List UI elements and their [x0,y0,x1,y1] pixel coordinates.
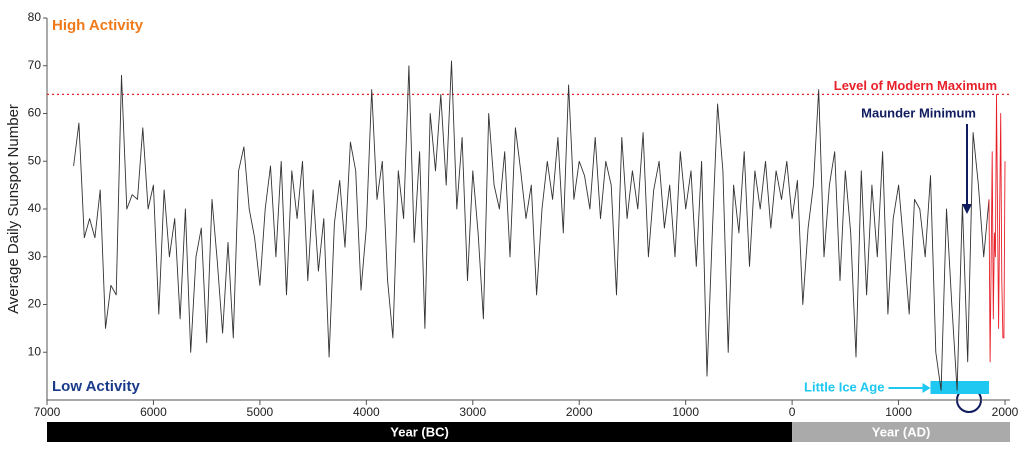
y-tick-label: 20 [28,297,42,311]
x-tick-label: 2000 [992,405,1019,419]
y-tick-label: 10 [28,344,42,358]
era-band [47,422,793,442]
x-tick-label: 4000 [353,405,380,419]
series-line [988,93,1006,363]
x-tick-label: 0 [789,405,796,419]
y-tick-label: 30 [28,249,42,263]
x-tick-label: 6000 [140,405,167,419]
y-tick-label: 60 [28,106,42,120]
y-tick-label: 50 [28,153,42,167]
y-tick-label: 70 [28,58,42,72]
era-band [792,422,1010,442]
little-ice-age-arrowhead [922,383,931,393]
y-tick-label: 80 [28,10,42,24]
maunder-label: Maunder Minimum [861,105,976,120]
y-axis-label: Average Daily Sunspot Number [5,104,22,314]
x-tick-label: 3000 [459,405,486,419]
x-tick-label: 1000 [672,405,699,419]
x-tick-label: 5000 [247,405,274,419]
low-activity: Low Activity [52,378,140,395]
little-ice-age-label: Little Ice Age [804,379,884,394]
x-tick-label: 2000 [566,405,593,419]
x-tick-label: 7000 [34,405,61,419]
era-label: Year (AD) [872,424,931,439]
little-ice-age-bar [930,381,990,394]
series-line [73,60,990,391]
y-tick-label: 40 [28,201,42,215]
x-tick-label: 1000 [885,405,912,419]
high-activity: High Activity [52,17,144,34]
maunder-arrowhead [962,204,972,214]
reference-label: Level of Modern Maximum [834,78,997,93]
era-label: Year (BC) [390,424,449,439]
